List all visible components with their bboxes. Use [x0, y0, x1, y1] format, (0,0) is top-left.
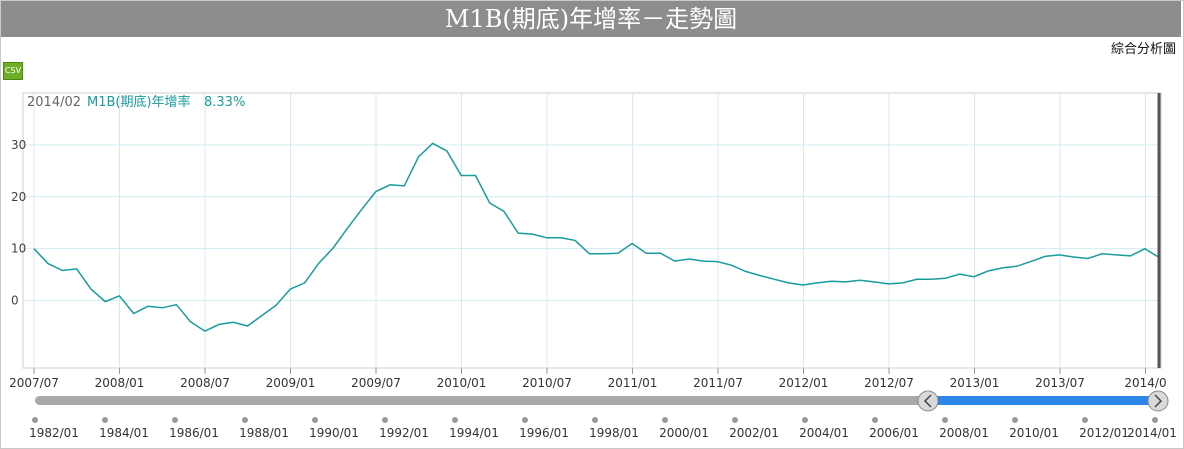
- navigator-dot: [732, 417, 738, 423]
- x-tick-label: 2012/01: [779, 376, 829, 390]
- y-tick-label: 20: [11, 190, 26, 204]
- navigator-dot: [102, 417, 108, 423]
- y-tick-label: 30: [11, 138, 26, 152]
- navigator-left-handle[interactable]: [917, 390, 939, 412]
- navigator-label: 1998/01: [589, 426, 639, 440]
- series-line: [33, 142, 1160, 333]
- navigator-track[interactable]: [35, 396, 1160, 405]
- handle-circle[interactable]: [1147, 390, 1169, 412]
- navigator-dot: [1082, 417, 1088, 423]
- navigator-label: 1982/01: [29, 426, 79, 440]
- x-tick-label: 2007/07: [9, 376, 59, 390]
- navigator-dot: [802, 417, 808, 423]
- x-tick-label: 2013/07: [1035, 376, 1085, 390]
- navigator-dot: [942, 417, 948, 423]
- readout-date: 2014/02: [27, 95, 81, 110]
- navigator-label: 1984/01: [99, 426, 149, 440]
- analysis-chart-link[interactable]: 綜合分析圖: [1110, 42, 1176, 57]
- navigator-label: 1996/01: [519, 426, 569, 440]
- navigator-label: 1992/01: [379, 426, 429, 440]
- chevron-right-icon: [1154, 394, 1163, 408]
- x-tick-label: 2009/01: [266, 376, 316, 390]
- navigator-label: 1994/01: [449, 426, 499, 440]
- navigator-label: 2012/01: [1079, 426, 1129, 440]
- grid-lines: [23, 93, 1161, 368]
- navigator-dot: [242, 417, 248, 423]
- x-axis: 2007/07 2008/01 2008/07 2009/01 2009/07 2010/…: [9, 368, 1167, 390]
- navigator-label: 2010/01: [1009, 426, 1059, 440]
- x-tick-label: 2013/01: [950, 376, 1000, 390]
- navigator-label: 2006/01: [869, 426, 919, 440]
- x-tick-label: 2010/07: [522, 376, 572, 390]
- x-tick-label: 2011/07: [693, 376, 743, 390]
- plot-area: [22, 92, 1162, 369]
- readout-series-name: M1B(期底)年增率: [87, 94, 191, 110]
- navigator-dot: [662, 417, 668, 423]
- x-tick-label: 2008/01: [95, 376, 145, 390]
- navigator-right-handle[interactable]: [1147, 390, 1169, 412]
- navigator-label: 2000/01: [659, 426, 709, 440]
- chart-title: M1B(期底)年增率－走勢圖: [1, 1, 1181, 37]
- navigator-dot: [592, 417, 598, 423]
- navigator-label: 1988/01: [239, 426, 289, 440]
- navigator-dot: [522, 417, 528, 423]
- navigator-labels: 1982/01 1984/01 1986/01 1988/01 1990/01 1992/…: [29, 417, 1177, 440]
- navigator-label: 1990/01: [309, 426, 359, 440]
- y-axis: 0 10 20 30: [11, 138, 26, 308]
- x-tick-label: 2009/07: [351, 376, 401, 390]
- x-tick-label: 2011/01: [608, 376, 658, 390]
- x-tick-label: 2012/07: [864, 376, 914, 390]
- navigator-dot: [32, 417, 38, 423]
- navigator-dot: [872, 417, 878, 423]
- csv-download-button[interactable]: CSV: [3, 62, 23, 80]
- y-tick-label: 10: [11, 242, 26, 256]
- x-tick-label: 2008/07: [180, 376, 230, 390]
- navigator-dot: [1152, 417, 1158, 423]
- readout-value: 8.33%: [204, 95, 245, 110]
- navigator-label: 2008/01: [939, 426, 989, 440]
- navigator-label: 1986/01: [169, 426, 219, 440]
- navigator-dot: [382, 417, 388, 423]
- navigator-dot: [172, 417, 178, 423]
- navigator-dot: [452, 417, 458, 423]
- navigator-dot: [312, 417, 318, 423]
- y-tick-label: 0: [11, 294, 19, 308]
- navigator-label: 2004/01: [799, 426, 849, 440]
- navigator-dot: [1012, 417, 1018, 423]
- handle-circle[interactable]: [917, 390, 939, 412]
- navigator-label: 2014/01: [1127, 426, 1177, 440]
- navigator-selection[interactable]: [928, 396, 1158, 405]
- x-tick-label: 2014/0: [1124, 376, 1166, 390]
- navigator-label: 2002/01: [729, 426, 779, 440]
- chevron-left-icon: [923, 394, 932, 408]
- x-tick-label: 2010/01: [437, 376, 487, 390]
